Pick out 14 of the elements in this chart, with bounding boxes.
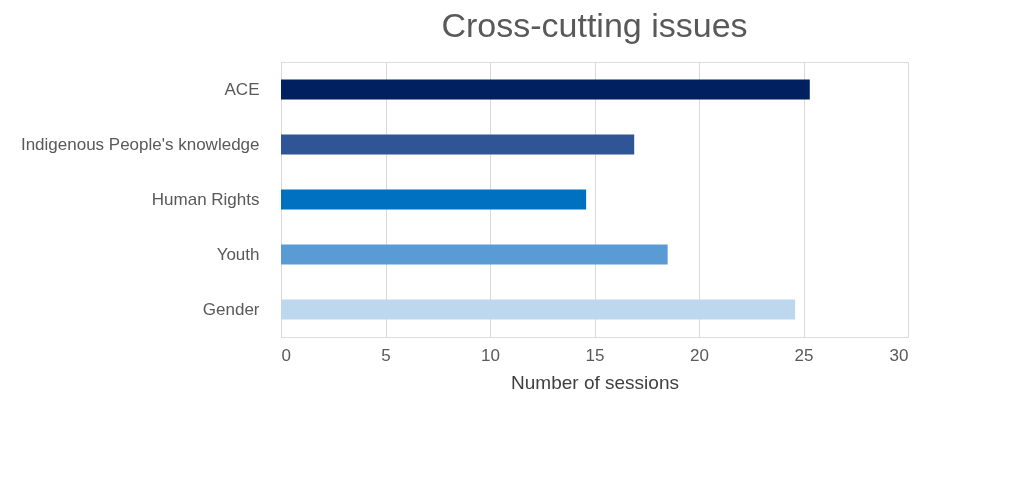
y-tick-label: Gender [202, 299, 260, 319]
x-tick-label: 10 [481, 345, 500, 365]
x-axis-title: Number of sessions [511, 371, 679, 393]
x-tick-label: 15 [585, 345, 605, 365]
y-tick-label: ACE [224, 79, 260, 99]
chart-title: Cross-cutting issues [441, 6, 748, 44]
x-tick-label: 30 [889, 345, 909, 365]
y-tick-label: Human Rights [151, 189, 260, 209]
x-tick-label: 0 [281, 345, 291, 365]
x-tick-label: 20 [690, 345, 709, 365]
y-tick-label: Indigenous People's knowledge [20, 134, 260, 154]
y-tick-label: Youth [216, 244, 260, 264]
x-tick-label: 5 [381, 345, 391, 365]
x-tick-label: 25 [794, 345, 814, 365]
